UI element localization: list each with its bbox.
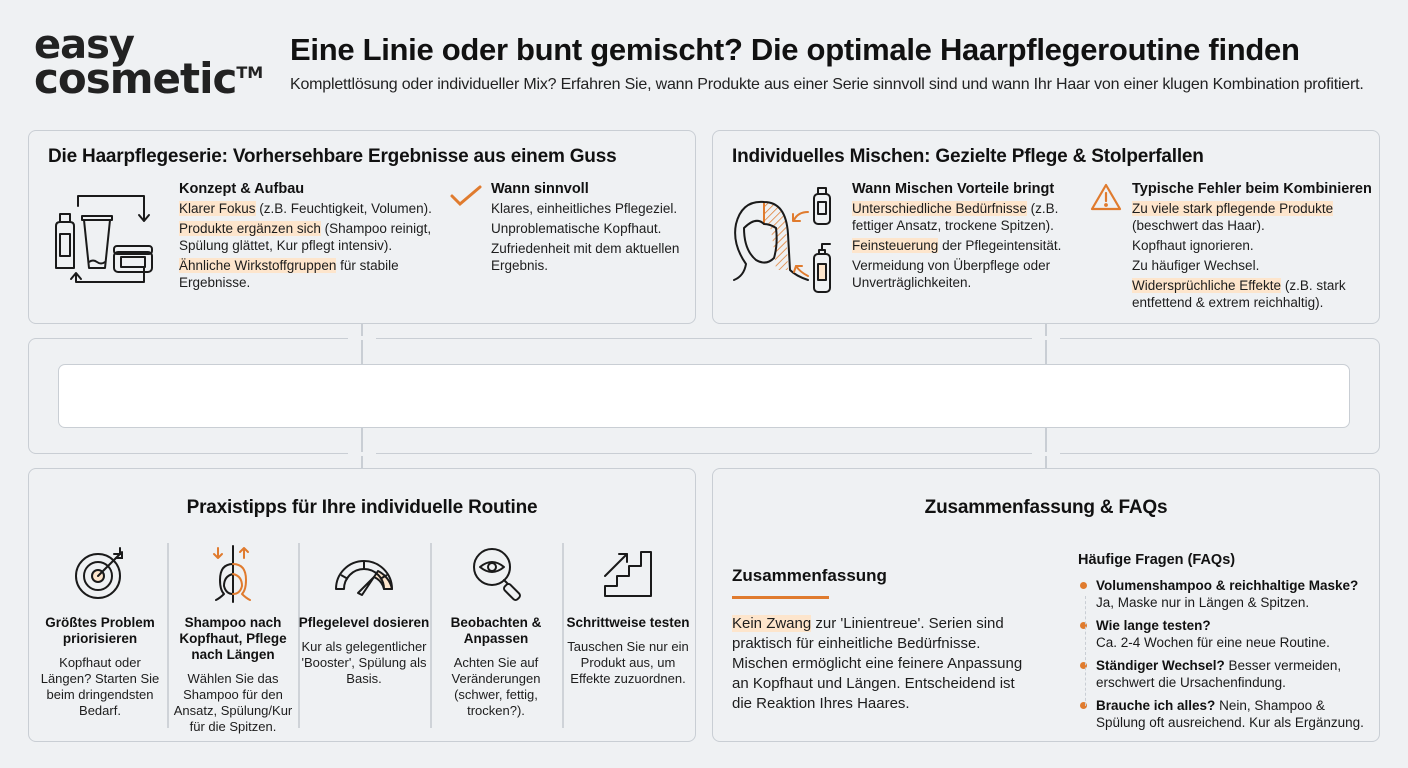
faq-timeline (1085, 596, 1086, 706)
logo-line-1: easy (34, 22, 135, 68)
stairs-icon (562, 543, 694, 605)
benefits-section: Wann Mischen Vorteile bringt Unterschied… (852, 181, 1088, 294)
gauge-icon (298, 543, 430, 605)
concept-item: Produkte ergänzen sich (Shampoo reinigt,… (179, 221, 432, 253)
faq-section: Häufige Fragen (FAQs) Volumenshampoo & r… (1078, 552, 1373, 737)
when-section: Wann sinnvoll Klares, einheitliches Pfle… (491, 181, 691, 277)
concept-item: Ähnliche Wirkstoffgruppen für stabile Er… (179, 258, 399, 290)
benefit-item: Feinsteuerung der Pflegeintensität. (852, 238, 1062, 253)
warning-icon (1090, 182, 1122, 217)
benefit-item: Vermeidung von Überpflege oder Unverträg… (852, 258, 1051, 290)
checkmark-icon (449, 184, 483, 213)
summary-text: Kein Zwang zur 'Linientreue'. Serien sin… (732, 615, 1023, 712)
brand-logo: easy cosmeticTM (34, 22, 264, 100)
tip-card: Shampoo nach Kopfhaut, Pflege nach Länge… (167, 543, 299, 735)
when-item: Klares, einheitliches Pflegeziel. (491, 201, 678, 216)
benefits-heading: Wann Mischen Vorteile bringt (852, 181, 1055, 197)
summary-underline (732, 596, 829, 599)
mistake-item: Widersprüchliche Effekte (z.B. stark ent… (1132, 278, 1346, 310)
when-heading: Wann sinnvoll (491, 181, 589, 197)
bullet-dot (1080, 702, 1087, 709)
faq-item: Brauche ich alles? Nein, Shampoo & Spülu… (1078, 697, 1373, 731)
bullet-dot (1080, 662, 1087, 669)
faq-heading: Häufige Fragen (FAQs) (1078, 552, 1236, 568)
mix-panel-title: Individuelles Mischen: Gezielte Pflege &… (732, 146, 1204, 167)
summary-panel-title: Zusammenfassung & FAQs (924, 497, 1168, 518)
tip-divider (167, 543, 169, 728)
tip-divider (562, 543, 564, 728)
mistake-item: Kopfhaut ignorieren. (1132, 238, 1254, 253)
series-panel (28, 130, 696, 324)
concept-section: Konzept & Aufbau Klarer Fokus (z.B. Feuc… (179, 181, 441, 294)
summary-heading: Zusammenfassung (732, 566, 887, 585)
bullet-dot (1080, 622, 1087, 629)
tips-panel-title: Praxistipps für Ihre individuelle Routin… (186, 497, 538, 518)
tip-divider (430, 543, 432, 728)
hair-mix-icon (730, 184, 840, 296)
split-hair-icon (167, 543, 299, 605)
faq-item: Volumenshampoo & reichhaltige Maske? Ja,… (1078, 577, 1373, 611)
benefit-item: Unterschiedliche Bedürfnisse (z.B. fetti… (852, 201, 1059, 233)
tips-panel (28, 468, 696, 742)
concept-item: Klarer Fokus (z.B. Feuchtigkeit, Volumen… (179, 201, 432, 216)
faq-item: Wie lange testen? Ca. 2-4 Wochen für ein… (1078, 617, 1373, 651)
target-icon (34, 543, 166, 605)
tip-card: Schrittweise testen Tauschen Sie nur ein… (562, 543, 694, 687)
bullet-dot (1080, 582, 1087, 589)
when-item: Unproblematische Kopfhaut. (491, 221, 662, 236)
mistakes-heading: Typische Fehler beim Kombinieren (1132, 181, 1372, 197)
mistake-item: Zu häufiger Wechsel. (1132, 258, 1260, 273)
tip-card: Beobachten & Anpassen Achten Sie auf Ver… (430, 543, 562, 719)
summary-section: Zusammenfassung Kein Zwang zur 'Linientr… (732, 566, 1037, 714)
logo-line-2: cosmetic (34, 54, 237, 103)
summary-panel (712, 468, 1380, 742)
tip-divider (298, 543, 300, 728)
faq-item: Ständiger Wechsel? Besser vermeiden, ers… (1078, 657, 1373, 691)
when-item: Zufriedenheit mit dem aktuellen Ergebnis… (491, 241, 680, 273)
product-cycle-icon (48, 190, 166, 286)
page-subtitle: Komplettlösung oder individueller Mix? E… (290, 76, 1364, 93)
tip-card: Pflegelevel dosieren Kur als gelegentlic… (298, 543, 430, 687)
empty-content-area (58, 364, 1350, 428)
tip-card: Größtes Problem priorisieren Kopfhaut od… (34, 543, 166, 719)
series-panel-title: Die Haarpflegeserie: Vorhersehbare Ergeb… (48, 146, 617, 167)
page-title: Eine Linie oder bunt gemischt? Die optim… (290, 32, 1300, 67)
magnifier-eye-icon (430, 543, 562, 605)
trademark: TM (236, 63, 264, 82)
mistakes-section: Typische Fehler beim Kombinieren Zu viel… (1132, 181, 1372, 314)
mistake-item: Zu viele stark pflegende Produkte (besch… (1132, 201, 1334, 233)
concept-heading: Konzept & Aufbau (179, 181, 305, 197)
connector-frame (28, 338, 1380, 454)
